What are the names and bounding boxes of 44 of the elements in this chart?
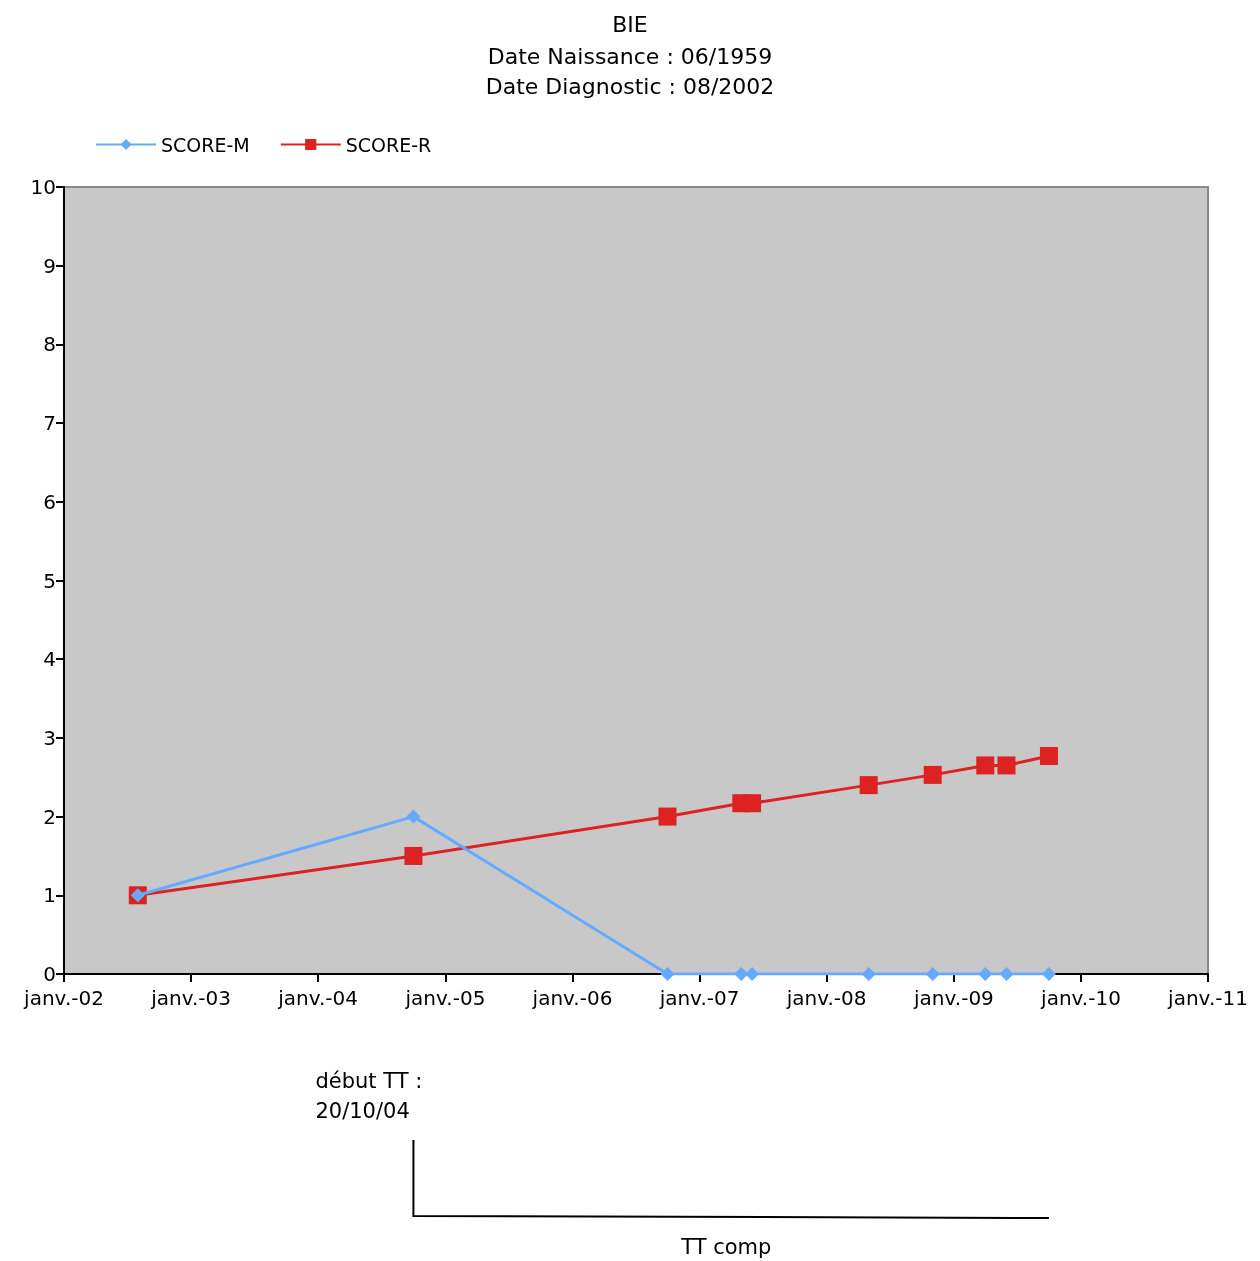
point xyxy=(861,967,876,981)
y-tick-label: 3 xyxy=(43,725,56,750)
y-tick-label: 7 xyxy=(43,411,56,436)
y-tick-label: 9 xyxy=(43,253,56,278)
point xyxy=(1041,967,1056,981)
x-tick-label: janv.-08 xyxy=(785,986,867,1010)
text: début TT : 20/10/04 xyxy=(315,1069,423,1123)
point xyxy=(406,809,421,824)
x-tick-label: janv.-05 xyxy=(404,986,486,1010)
point xyxy=(743,794,762,813)
x-tick-label: janv.-02 xyxy=(23,986,104,1010)
y-tick-label: 0 xyxy=(43,962,56,986)
legend-label: SCORE-M xyxy=(161,133,250,156)
point xyxy=(1039,747,1058,765)
point xyxy=(660,967,675,981)
x-tick-label: janv.-03 xyxy=(150,986,231,1010)
y-tick-label: 5 xyxy=(43,568,56,593)
y-tick-label: 10 xyxy=(30,175,56,199)
point xyxy=(925,967,940,981)
point xyxy=(976,756,995,775)
x-tick-label: janv.-06 xyxy=(531,986,613,1010)
chart-title: BIE xyxy=(612,11,648,37)
point xyxy=(734,967,749,981)
point xyxy=(859,776,878,795)
x-tick-label: janv.-10 xyxy=(1040,986,1121,1010)
point xyxy=(978,967,993,981)
point xyxy=(745,967,760,981)
x-tick-label: janv.-04 xyxy=(277,986,358,1010)
chart-subtitle: Date Naissance : 06/1959 Date Diagnostic : 08/2002 xyxy=(485,43,775,99)
y-tick-label: 4 xyxy=(43,647,56,672)
y-tick-label: 2 xyxy=(43,804,56,829)
legend-label: SCORE-R xyxy=(345,133,432,156)
point xyxy=(999,967,1014,981)
y-tick-label: 6 xyxy=(43,489,56,514)
y-tick-label: 8 xyxy=(43,332,56,357)
point xyxy=(404,846,423,865)
point xyxy=(997,756,1016,775)
x-tick-label: janv.-09 xyxy=(913,986,994,1010)
x-tick-label: janv.-11 xyxy=(1167,986,1248,1010)
point xyxy=(658,807,677,826)
x-tick-label: janv.-07 xyxy=(658,986,740,1010)
text: TT comp xyxy=(680,1234,772,1259)
point xyxy=(923,765,942,784)
y-tick-label: 1 xyxy=(43,883,56,908)
